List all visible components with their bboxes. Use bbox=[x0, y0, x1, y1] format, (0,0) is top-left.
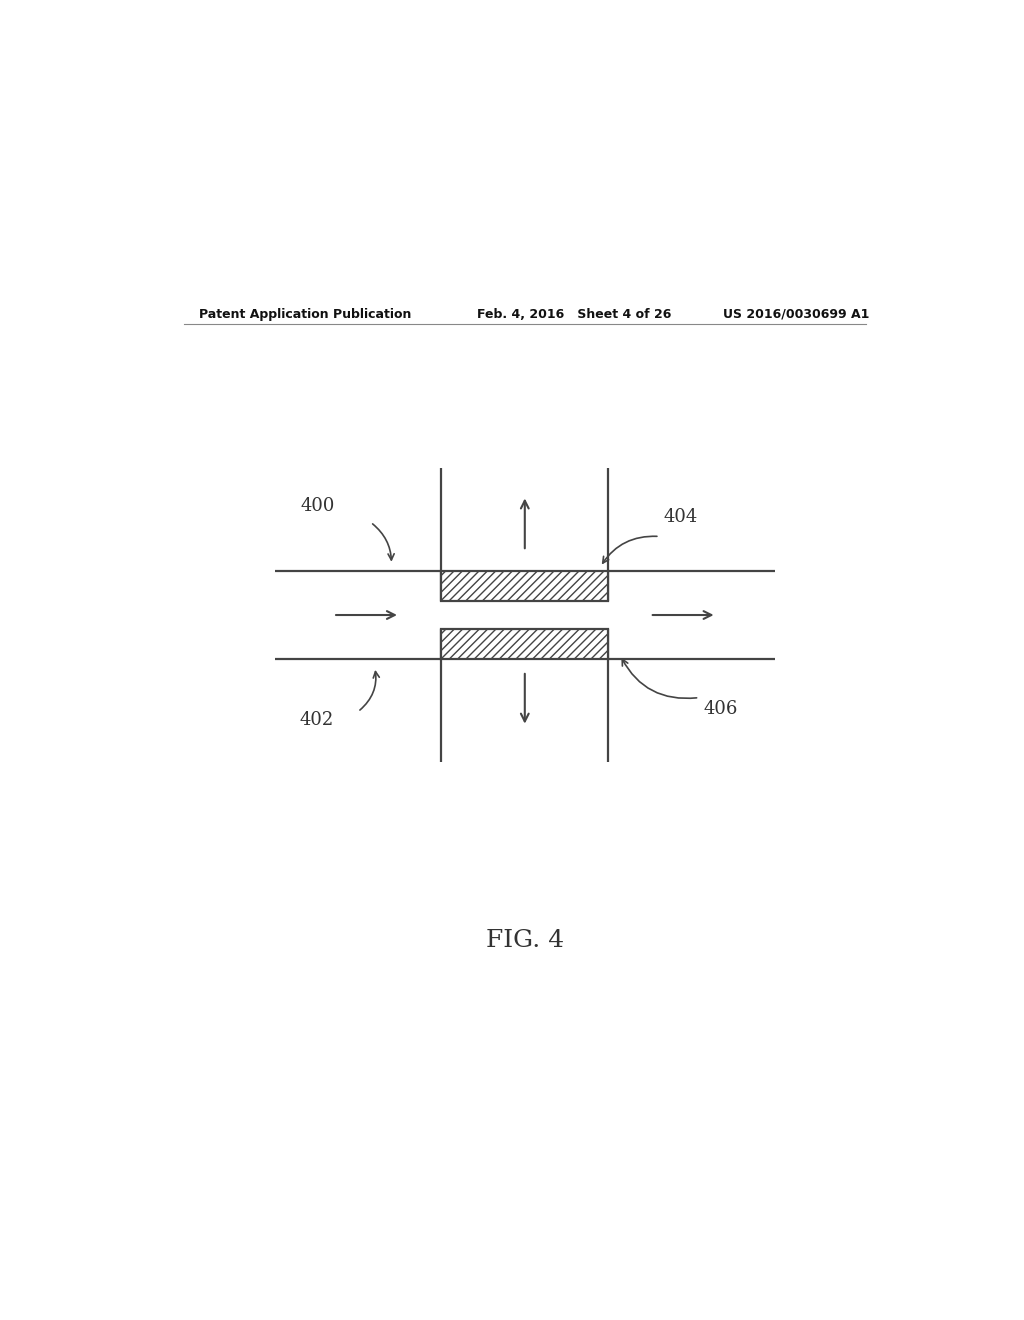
Text: Feb. 4, 2016   Sheet 4 of 26: Feb. 4, 2016 Sheet 4 of 26 bbox=[477, 308, 672, 321]
Text: Patent Application Publication: Patent Application Publication bbox=[200, 308, 412, 321]
Text: 402: 402 bbox=[300, 710, 334, 729]
Text: US 2016/0030699 A1: US 2016/0030699 A1 bbox=[723, 308, 869, 321]
Bar bbox=[441, 572, 608, 601]
Text: 400: 400 bbox=[300, 498, 335, 515]
Text: FIG. 4: FIG. 4 bbox=[485, 929, 564, 952]
Text: 406: 406 bbox=[703, 701, 737, 718]
Bar bbox=[441, 628, 608, 659]
Text: 404: 404 bbox=[664, 508, 698, 525]
